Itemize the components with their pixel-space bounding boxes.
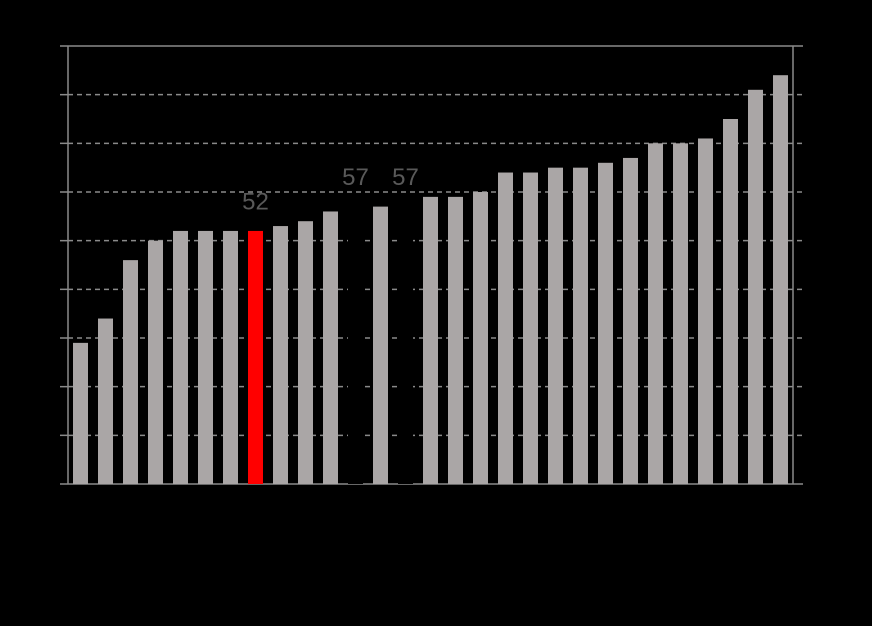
y-tick-label: 90: [40, 37, 56, 53]
bar: [173, 230, 188, 484]
bar: [273, 226, 288, 485]
bar: [123, 260, 138, 484]
bar: [498, 172, 513, 485]
bar: [298, 221, 313, 484]
y-tick-label: 70: [40, 134, 56, 150]
bar: [623, 157, 638, 484]
bar: [573, 167, 588, 484]
bar: [673, 143, 688, 485]
y-tick-label: 80: [40, 85, 56, 101]
bar: [248, 230, 263, 484]
bar: [73, 342, 88, 484]
bar: [98, 318, 113, 484]
bar: [223, 230, 238, 484]
bar: [548, 167, 563, 484]
y-tick-label: 30: [40, 329, 56, 345]
bar: [423, 196, 438, 484]
bar: [148, 240, 163, 484]
y-tick-label: 50: [40, 231, 56, 247]
data-label: 57: [342, 164, 369, 191]
bar: [698, 138, 713, 484]
bar: [473, 192, 488, 484]
bar: [648, 143, 663, 485]
bar: [323, 211, 338, 484]
bar: [773, 75, 788, 484]
data-label: 57: [392, 164, 419, 191]
bar: [598, 162, 613, 485]
bar: [448, 196, 463, 484]
y-tick-label: 20: [40, 377, 56, 393]
bar: [398, 206, 413, 484]
y-tick-label: 40: [40, 280, 56, 296]
y-tick-label: 60: [40, 183, 56, 199]
bar: [198, 230, 213, 484]
y-tick-label: 0: [48, 475, 56, 491]
bar: [748, 89, 763, 485]
bar: [373, 206, 388, 484]
y-tick-label: 10: [40, 426, 56, 442]
data-label: 52: [242, 188, 269, 215]
bar: [723, 119, 738, 484]
bar: [348, 206, 363, 484]
bar: [523, 172, 538, 485]
